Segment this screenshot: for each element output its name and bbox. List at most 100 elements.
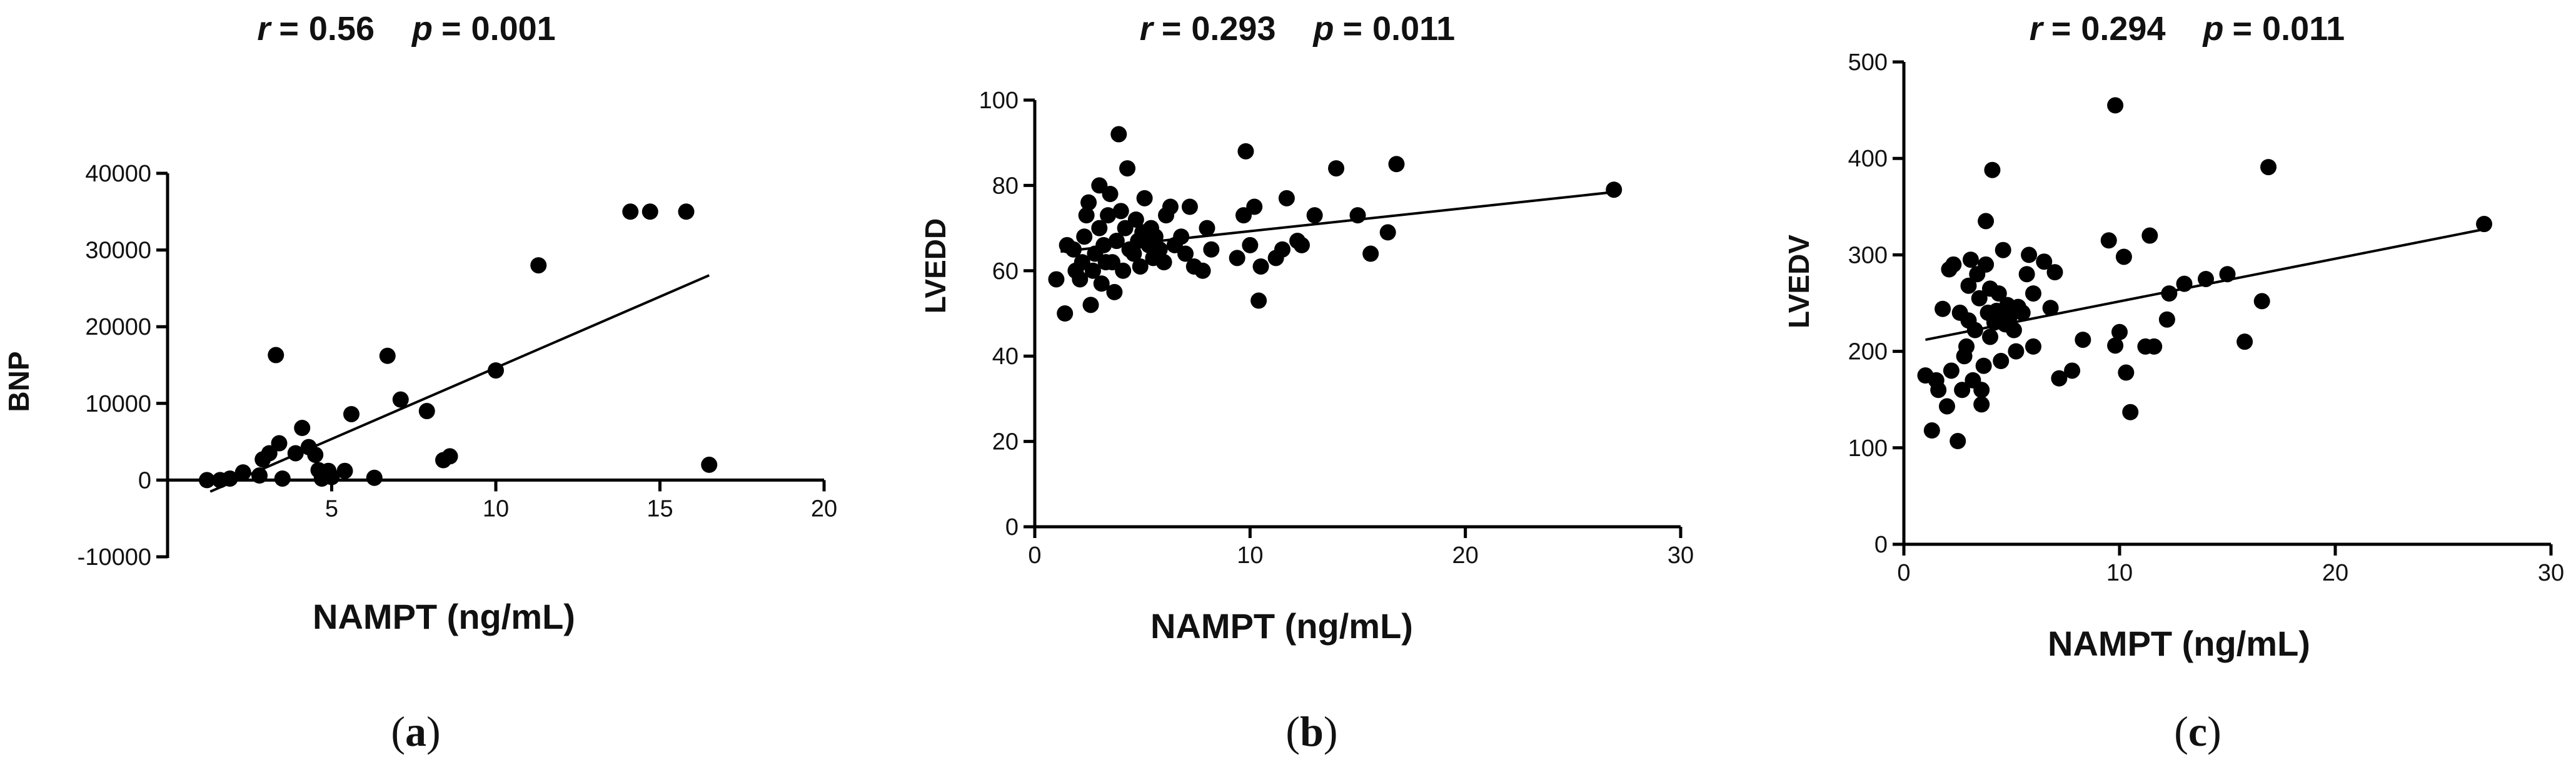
panel-c-y-tick-label: 0 — [1874, 532, 1888, 558]
panel-b-data-point — [1115, 262, 1132, 279]
panel-c-r-label: r — [2030, 10, 2045, 48]
panel-c-data-point — [1971, 290, 1988, 307]
panel-c-data-point — [1978, 213, 1995, 230]
panel-b-data-point — [1203, 241, 1220, 258]
panel-b-data-point — [1078, 207, 1095, 224]
panel-c-data-point — [2046, 264, 2063, 281]
panel-b-p-label: p — [1312, 10, 1334, 48]
panel-b-y-axis-label: LVEDD — [919, 218, 952, 314]
panel-c-data-point — [2236, 333, 2253, 350]
panel-b-data-point — [1119, 160, 1136, 177]
panel-b-x-tick-label: 30 — [1668, 542, 1694, 569]
panel-b-points — [1048, 126, 1623, 322]
panel-b-data-point — [1093, 275, 1110, 292]
panel-c-data-point — [2118, 364, 2135, 381]
panel-b-x-tick-label: 20 — [1452, 542, 1479, 569]
panel-b-stat: r = 0.293 p = 0.011 — [1140, 10, 1455, 48]
panel-c-label: (c) — [2174, 708, 2221, 755]
panel-c-x-axis-label: NAMPT (ng/mL) — [2048, 624, 2310, 663]
panel-c-data-point — [1935, 300, 1951, 317]
panel-c-data-point — [2158, 311, 2175, 328]
panel-b-data-point — [1048, 271, 1065, 288]
panel-b-data-point — [1278, 190, 1295, 206]
panel-c-data-point — [2042, 300, 2059, 317]
panel-a-data-point — [678, 203, 695, 220]
panel-b-data-point — [1199, 220, 1215, 236]
panel-c-data-point — [1975, 357, 1992, 374]
panel-b-data-point — [1379, 224, 1396, 241]
panel-a-r-value: 0.56 — [309, 10, 375, 48]
panel-a-data-point — [488, 362, 504, 379]
panel-c-data-point — [2036, 253, 2053, 270]
panel-a-data-point — [366, 469, 383, 486]
panel-a-data-point — [221, 470, 238, 487]
panel-a-x-tick-label: 20 — [811, 495, 837, 522]
panel-c-points — [1917, 97, 2493, 450]
panel-b-data-point — [1102, 186, 1119, 203]
panel-c-data-point — [2005, 322, 2022, 338]
panel-a-data-point — [343, 405, 360, 422]
panel-b-data-point — [1242, 236, 1259, 253]
panel-b-data-point — [1250, 292, 1267, 309]
panel-a-r-label: r — [257, 10, 272, 48]
panel-b-data-point — [1080, 194, 1097, 211]
panel-a-data-point — [701, 456, 718, 473]
panel-a-data-point — [294, 420, 311, 437]
panel-c-data-point — [2018, 266, 2035, 283]
panel-b-data-point — [1151, 241, 1168, 258]
panel-c-data-point — [2107, 337, 2124, 354]
panel-a-y-tick-label: 20000 — [85, 314, 151, 340]
panel-c: r = 0.294 p = 0.011 LVEDV NAMPT (ng/mL) (c) 0… — [1783, 10, 2564, 755]
panel-a-data-point — [307, 446, 324, 463]
panel-a-data-point — [287, 445, 304, 462]
panel-b-data-point — [1108, 233, 1125, 250]
panel-a-x-tick-label: 10 — [483, 495, 509, 522]
panel-c-data-point — [1950, 433, 1966, 450]
panel-b-data-point — [1177, 245, 1194, 262]
panel-b-y-tick-label: 0 — [1005, 514, 1019, 541]
panel-c-data-point — [1930, 382, 1947, 399]
panel-b-x-tick-label: 10 — [1237, 542, 1263, 569]
panel-c-data-point — [2021, 246, 2038, 263]
panel-c-p-value: 0.011 — [2262, 10, 2345, 48]
panel-c-data-point — [2064, 362, 2081, 379]
panel-a-data-point — [323, 469, 340, 485]
panel-b-data-point — [1082, 297, 1099, 313]
panel-a-data-point — [268, 347, 284, 363]
panel-b-y-tick-label: 60 — [992, 258, 1019, 285]
panel-b-data-point — [1065, 241, 1082, 258]
panel-c-data-point — [1958, 338, 1975, 355]
panel-b-y-tick-label: 40 — [992, 343, 1019, 370]
panel-b-r-value: 0.293 — [1191, 10, 1275, 48]
panel-c-y-axis-label: LVEDV — [1783, 235, 1815, 328]
panel-c-data-point — [2219, 266, 2236, 283]
panel-a-data-point — [336, 462, 353, 479]
panel-b-data-point — [1388, 156, 1405, 173]
panel-b-p-value: 0.011 — [1372, 10, 1455, 48]
panel-b-x-axis-label: NAMPT (ng/mL) — [1150, 606, 1413, 646]
panel-a-y-tick-label: 30000 — [85, 238, 151, 264]
panel-a-data-point — [271, 435, 288, 452]
panel-a-data-point — [418, 403, 435, 420]
panel-a-data-point — [199, 472, 215, 489]
panel-c-data-point — [2025, 285, 2041, 302]
panel-c-data-point — [1945, 256, 1962, 273]
panel-a-y-tick-label: 0 — [138, 467, 151, 494]
panel-b-data-point — [1125, 245, 1142, 262]
panel-b-y-tick-label: 20 — [992, 429, 1019, 455]
panel-c-data-point — [2008, 343, 2025, 360]
panel-b-data-point — [1237, 143, 1254, 160]
panel-a-points — [199, 203, 718, 489]
panel-b-data-point — [1106, 283, 1123, 300]
panel-c-data-point — [1995, 241, 2011, 258]
panel-a-data-point — [441, 448, 458, 465]
panel-c-stat: r = 0.294 p = 0.011 — [2030, 10, 2345, 48]
panel-a-y-axis-label: BNP — [3, 351, 35, 412]
panel-a-data-point — [392, 391, 409, 408]
panel-a-y-tick-label: -10000 — [78, 544, 151, 571]
panel-c-y-tick-label: 300 — [1848, 242, 1888, 268]
panel-a-data-point — [530, 257, 547, 274]
panel-b-label: (b) — [1285, 708, 1337, 755]
panel-a: r = 0.56 p = 0.001 BNP NAMPT (ng/mL) (a) -100… — [3, 10, 837, 755]
